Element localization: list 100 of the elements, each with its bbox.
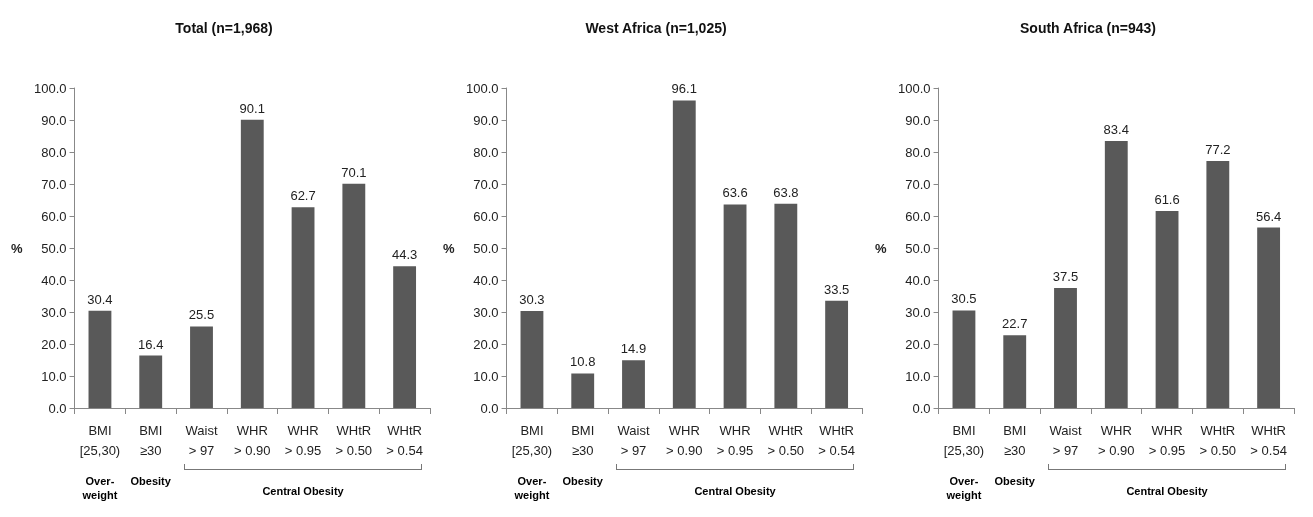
x-tick-label: BMI [25,30) bbox=[943, 422, 985, 458]
bar bbox=[723, 204, 747, 408]
text: Over- weight bbox=[81, 474, 119, 502]
text: Central Obesity bbox=[261, 484, 345, 498]
y-axis-title: % bbox=[11, 240, 23, 256]
y-tick-label: 90.0 bbox=[905, 112, 931, 128]
data-label: 37.5 bbox=[1052, 269, 1079, 284]
data-label: 63.6 bbox=[722, 185, 748, 201]
y-tick-label: 90.0 bbox=[41, 112, 67, 128]
bar bbox=[1206, 160, 1230, 408]
text: Central Obesity bbox=[1125, 484, 1209, 498]
y-tick-label: 100.0 bbox=[898, 80, 931, 96]
x-tick-label: WHR > 0.90 bbox=[234, 422, 271, 458]
y-tick-label: 30.0 bbox=[905, 304, 931, 320]
text: Over- weight bbox=[513, 474, 551, 502]
x-tick-label: BMI [25,30) bbox=[511, 422, 553, 458]
chart-title: South Africa (n=943) bbox=[1019, 20, 1157, 36]
y-tick-label: 0.0 bbox=[480, 400, 499, 416]
data-label: 33.5 bbox=[823, 281, 850, 297]
y-tick-label: 90.0 bbox=[473, 112, 499, 128]
data-label: 56.4 bbox=[1255, 208, 1282, 224]
data-label: 70.1 bbox=[341, 164, 367, 180]
y-tick-label: 20.0 bbox=[905, 336, 931, 352]
data-label: 30.5 bbox=[951, 291, 977, 307]
y-tick-label: 30.0 bbox=[41, 304, 67, 320]
y-tick-label: 20.0 bbox=[473, 336, 499, 352]
y-tick-label: 70.0 bbox=[905, 176, 931, 192]
x-tick-label: WHtR > 0.54 bbox=[386, 422, 423, 458]
x-tick-label: WHR > 0.95 bbox=[716, 422, 754, 458]
bar bbox=[393, 266, 417, 408]
chart-title: West Africa (n=1,025) bbox=[585, 20, 727, 36]
bar bbox=[88, 310, 112, 408]
bar bbox=[1155, 210, 1179, 408]
text: Over- weight bbox=[945, 474, 983, 502]
bar bbox=[1003, 335, 1027, 408]
x-tick-label: Waist > 97 bbox=[1049, 422, 1082, 458]
y-tick-label: 30.0 bbox=[473, 304, 499, 320]
data-label: 96.1 bbox=[671, 81, 697, 97]
data-label: 10.8 bbox=[570, 354, 596, 370]
y-tick-label: 60.0 bbox=[473, 208, 499, 224]
bar bbox=[1104, 141, 1128, 408]
x-tick-label: BMI ≥30 bbox=[1003, 422, 1027, 458]
y-axis-title: % bbox=[443, 240, 455, 256]
bar bbox=[291, 207, 315, 408]
bar bbox=[672, 100, 696, 408]
text: Obesity bbox=[129, 474, 172, 488]
data-label: 62.7 bbox=[290, 188, 316, 204]
y-tick-label: 100.0 bbox=[34, 80, 67, 96]
y-tick-label: 50.0 bbox=[905, 240, 931, 256]
y-tick-label: 10.0 bbox=[473, 368, 499, 384]
x-tick-label: WHR > 0.95 bbox=[1148, 422, 1186, 458]
chart-title: Total (n=1,968) bbox=[175, 20, 273, 36]
bar bbox=[571, 373, 595, 408]
x-tick-label: WHtR > 0.54 bbox=[818, 422, 855, 458]
y-tick-label: 70.0 bbox=[473, 176, 499, 192]
bar bbox=[190, 326, 213, 408]
y-tick-label: 0.0 bbox=[48, 400, 67, 416]
x-tick-label: WHR > 0.95 bbox=[284, 422, 322, 458]
x-tick-label: WHR > 0.90 bbox=[666, 422, 703, 458]
data-label: 25.5 bbox=[188, 307, 215, 323]
data-label: 90.1 bbox=[239, 100, 265, 116]
text: Obesity bbox=[993, 474, 1036, 488]
bar bbox=[952, 310, 976, 408]
x-tick-label: WHtR > 0.50 bbox=[767, 422, 805, 458]
text: Central Obesity bbox=[693, 484, 777, 498]
bar bbox=[342, 183, 366, 408]
y-tick-label: 10.0 bbox=[905, 368, 931, 384]
y-tick-label: 50.0 bbox=[41, 240, 67, 256]
x-tick-label: Waist > 97 bbox=[617, 422, 650, 458]
data-label: 63.8 bbox=[773, 184, 799, 200]
bar bbox=[240, 119, 264, 408]
data-label: 77.2 bbox=[1205, 141, 1231, 157]
data-label: 16.4 bbox=[138, 336, 164, 352]
y-tick-label: 80.0 bbox=[905, 144, 931, 160]
y-axis-title: % bbox=[875, 240, 887, 256]
data-label: 14.9 bbox=[620, 341, 647, 357]
data-label: 61.6 bbox=[1154, 191, 1180, 207]
y-tick-label: 0.0 bbox=[912, 400, 931, 416]
text: Obesity bbox=[561, 474, 604, 488]
data-label: 83.4 bbox=[1103, 122, 1129, 138]
y-tick-label: 70.0 bbox=[41, 176, 67, 192]
y-tick-label: 100.0 bbox=[466, 80, 499, 96]
x-tick-label: Waist > 97 bbox=[185, 422, 218, 458]
y-tick-label: 20.0 bbox=[41, 336, 67, 352]
y-tick-label: 80.0 bbox=[41, 144, 67, 160]
y-tick-label: 40.0 bbox=[905, 272, 931, 288]
y-tick-label: 40.0 bbox=[41, 272, 67, 288]
x-tick-label: WHR > 0.90 bbox=[1098, 422, 1135, 458]
y-tick-label: 60.0 bbox=[41, 208, 67, 224]
y-tick-label: 40.0 bbox=[473, 272, 499, 288]
bar bbox=[774, 203, 798, 408]
bar bbox=[825, 300, 849, 408]
bar bbox=[1257, 227, 1281, 408]
data-label: 30.4 bbox=[87, 291, 113, 307]
y-tick-label: 60.0 bbox=[905, 208, 931, 224]
bar bbox=[520, 311, 544, 408]
x-tick-label: BMI ≥30 bbox=[139, 422, 163, 458]
data-label: 22.7 bbox=[1002, 316, 1028, 332]
bar bbox=[139, 355, 163, 408]
x-tick-label: WHtR > 0.50 bbox=[1199, 422, 1237, 458]
